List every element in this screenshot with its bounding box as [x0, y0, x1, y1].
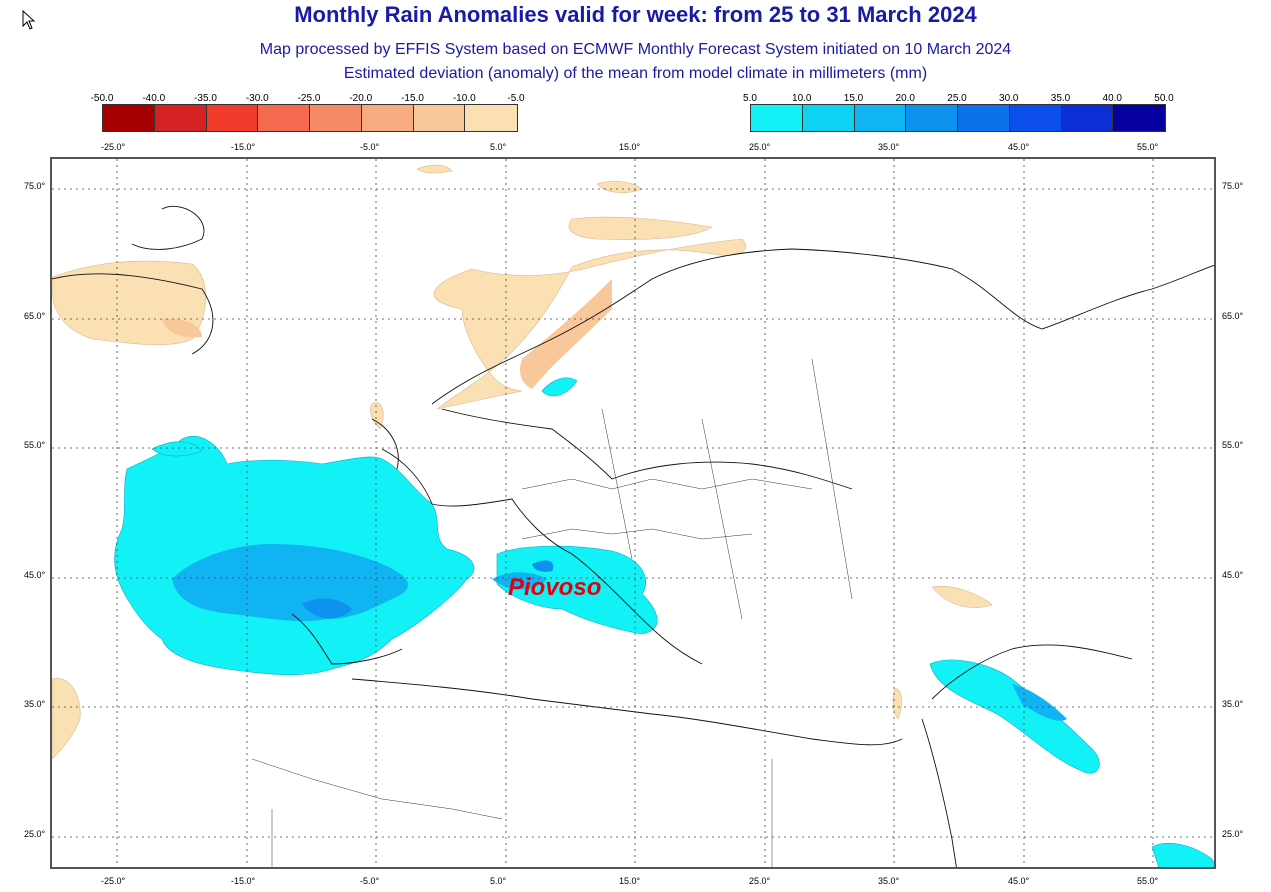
- map-svg: [52, 159, 1214, 867]
- legend-wet-label: 15.0: [843, 93, 864, 104]
- legend-dry-label: -15.0: [401, 93, 424, 104]
- wet-anomaly-regions: [114, 377, 1214, 867]
- latitude-label-right: 75.0°: [1222, 181, 1244, 191]
- wet-anomaly-peak: [302, 560, 554, 619]
- legend-wet-scale: [750, 104, 1166, 132]
- longitude-label-top: 45.0°: [1008, 142, 1030, 152]
- longitude-label-top: -25.0°: [101, 142, 126, 152]
- graticule: [52, 159, 1214, 867]
- legend-wet-swatch: [1113, 105, 1165, 131]
- latitude-label-right: 45.0°: [1222, 570, 1244, 580]
- latitude-label-right: 35.0°: [1222, 699, 1244, 709]
- longitude-label-bottom: -15.0°: [231, 876, 256, 886]
- legend-wet-label: 25.0: [947, 93, 967, 104]
- legend-wet-swatch: [1061, 105, 1114, 131]
- longitude-label-top: 15.0°: [619, 142, 641, 152]
- wet-anomaly-core: [172, 544, 1067, 721]
- legend-wet-label: 10.0: [792, 93, 812, 104]
- latitude-label-left: 55.0°: [24, 440, 46, 450]
- legend-wet-label: 50.0: [1154, 93, 1174, 104]
- dry-anomaly-core: [162, 279, 612, 389]
- legend-wet-swatch: [958, 105, 1010, 131]
- legend-dry-swatch: [465, 105, 517, 131]
- longitude-label-bottom: 45.0°: [1008, 876, 1030, 886]
- legend-dry-swatch: [154, 105, 207, 131]
- legend-wet-swatch: [854, 105, 907, 131]
- legend-wet-label: 5.0: [743, 93, 757, 104]
- legend-wet-label: 40.0: [1102, 93, 1122, 104]
- longitude-label-bottom: -25.0°: [101, 876, 126, 886]
- longitude-label-bottom: 15.0°: [619, 876, 641, 886]
- coastlines: [52, 205, 1214, 867]
- longitude-label-top: 35.0°: [878, 142, 900, 152]
- map-area[interactable]: [50, 157, 1216, 869]
- legend-dry-label: -30.0: [245, 93, 269, 104]
- legend-dry-label: -50.0: [90, 93, 114, 104]
- legend-dry-label: -25.0: [297, 93, 321, 104]
- legend-wet-swatch: [1009, 105, 1062, 131]
- legend-wet-swatch: [906, 105, 958, 131]
- longitude-label-top: 5.0°: [490, 142, 507, 152]
- latitude-label-left: 35.0°: [24, 699, 46, 709]
- legend-wet-label: 30.0: [999, 93, 1019, 104]
- rain-annotation-label: Piovoso: [508, 574, 602, 601]
- latitude-label-left: 25.0°: [24, 829, 46, 839]
- longitude-label-top: -5.0°: [360, 142, 380, 152]
- latitude-label-left: 65.0°: [24, 311, 46, 321]
- legend-dry-swatch: [258, 105, 310, 131]
- legend-dry-swatch: [310, 105, 362, 131]
- legend-dry-label: -10.0: [452, 93, 476, 104]
- legend-dry-label: -5.0: [507, 93, 525, 104]
- legend-wet-swatch: [802, 105, 855, 131]
- legend-wet-label: 20.0: [895, 93, 915, 104]
- legend-wet-label: 35.0: [1050, 93, 1071, 104]
- mouse-cursor-icon: [22, 10, 36, 30]
- latitude-label-right: 65.0°: [1222, 311, 1244, 321]
- latitude-label-left: 45.0°: [24, 570, 46, 580]
- legend-wet-swatch: [751, 105, 803, 131]
- longitude-label-bottom: -5.0°: [360, 876, 380, 886]
- legend-dry-label: -20.0: [349, 93, 373, 104]
- latitude-label-right: 55.0°: [1222, 440, 1244, 450]
- legend-dry-label: -40.0: [142, 93, 166, 104]
- legend-dry-scale: [102, 104, 518, 132]
- longitude-label-bottom: 5.0°: [490, 876, 507, 886]
- legend-dry-label: -35.0: [194, 93, 217, 104]
- map-title: Monthly Rain Anomalies valid for week: f…: [294, 2, 977, 27]
- country-borders: [251, 358, 853, 867]
- longitude-label-top: -15.0°: [231, 142, 256, 152]
- legend-dry-swatch: [361, 105, 414, 131]
- map-subtitle-units: Estimated deviation (anomaly) of the mea…: [343, 65, 928, 82]
- longitude-label-top: 55.0°: [1137, 142, 1159, 152]
- longitude-label-bottom: 35.0°: [878, 876, 900, 886]
- legend-dry-swatch: [413, 105, 466, 131]
- latitude-label-right: 25.0°: [1222, 829, 1244, 839]
- latitude-label-left: 75.0°: [24, 181, 46, 191]
- longitude-label-bottom: 25.0°: [749, 876, 771, 886]
- longitude-label-bottom: 55.0°: [1137, 876, 1159, 886]
- longitude-label-top: 25.0°: [749, 142, 771, 152]
- legend-dry-swatch: [103, 105, 155, 131]
- legend-dry-swatch: [206, 105, 259, 131]
- map-subtitle-source: Map processed by EFFIS System based on E…: [259, 41, 1012, 58]
